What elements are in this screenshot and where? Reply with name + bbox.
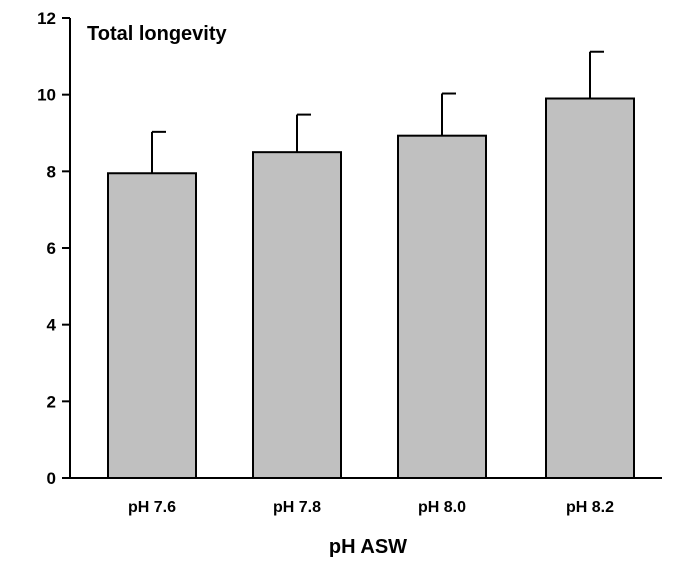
y-tick-label: 10 [37,86,56,105]
bars-group [107,97,635,480]
x-tick-label: pH 7.8 [273,499,321,516]
chart-title: Total longevity [87,23,228,45]
x-tick-label: pH 8.0 [418,499,466,516]
error-bars-group [151,50,604,174]
bar-ph-7-6 [107,172,197,479]
bar-ph-7-8 [252,151,342,480]
y-tick-label: 4 [47,316,57,335]
x-axis-title: pH ASW [329,536,407,558]
y-ticks-group: 0 2 4 6 8 10 12 [37,9,70,488]
bar-ph-8-2 [545,97,635,479]
y-tick-label: 12 [37,9,56,28]
y-tick-label: 6 [47,239,56,258]
x-tick-labels-group: pH 7.6 pH 7.8 pH 8.0 pH 8.2 [128,499,614,516]
y-tick-label: 8 [47,162,56,181]
x-tick-label: pH 7.6 [128,499,176,516]
x-tick-label: pH 8.2 [566,499,614,516]
bar-ph-8-0 [397,134,487,480]
y-tick-label: 0 [47,469,56,488]
y-tick-label: 2 [47,392,56,411]
